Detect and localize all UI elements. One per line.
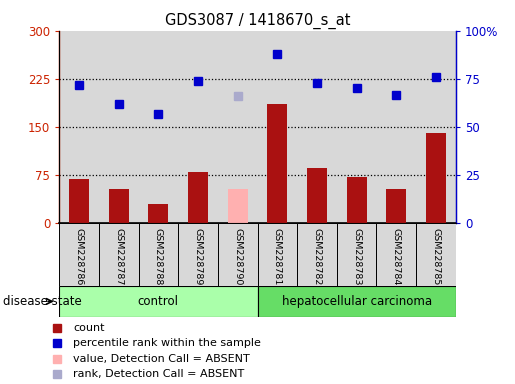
Bar xyxy=(178,31,218,223)
Bar xyxy=(178,223,218,286)
Bar xyxy=(218,223,258,286)
Bar xyxy=(416,223,456,286)
Bar xyxy=(59,223,99,286)
Bar xyxy=(59,31,99,223)
Bar xyxy=(376,223,416,286)
Text: GSM228789: GSM228789 xyxy=(194,228,202,285)
Bar xyxy=(386,189,406,223)
Bar xyxy=(307,168,327,223)
Bar xyxy=(347,177,367,223)
Bar xyxy=(99,31,139,223)
Bar xyxy=(258,223,297,286)
Bar xyxy=(148,204,168,223)
Bar xyxy=(426,133,446,223)
Text: GSM228787: GSM228787 xyxy=(114,228,123,285)
Bar xyxy=(258,31,297,223)
Bar xyxy=(416,31,456,223)
Text: GSM228781: GSM228781 xyxy=(273,228,282,285)
Bar xyxy=(139,31,178,223)
Bar xyxy=(228,189,248,223)
Bar xyxy=(218,31,258,223)
Text: GSM228785: GSM228785 xyxy=(432,228,440,285)
Bar xyxy=(267,104,287,223)
Bar xyxy=(99,223,139,286)
Text: GSM228782: GSM228782 xyxy=(313,228,321,285)
Bar xyxy=(59,286,258,317)
Bar xyxy=(337,31,376,223)
Bar xyxy=(69,179,89,223)
Bar xyxy=(109,189,129,223)
Text: GSM228784: GSM228784 xyxy=(392,228,401,285)
Text: percentile rank within the sample: percentile rank within the sample xyxy=(73,338,261,348)
Text: rank, Detection Call = ABSENT: rank, Detection Call = ABSENT xyxy=(73,369,245,379)
Text: value, Detection Call = ABSENT: value, Detection Call = ABSENT xyxy=(73,354,250,364)
Bar xyxy=(337,223,376,286)
Text: hepatocellular carcinoma: hepatocellular carcinoma xyxy=(282,295,432,308)
Bar xyxy=(297,223,337,286)
Title: GDS3087 / 1418670_s_at: GDS3087 / 1418670_s_at xyxy=(165,13,350,29)
Bar xyxy=(188,172,208,223)
Bar xyxy=(376,31,416,223)
Text: GSM228783: GSM228783 xyxy=(352,228,361,285)
Text: disease state: disease state xyxy=(3,295,81,308)
Text: GSM228788: GSM228788 xyxy=(154,228,163,285)
Text: count: count xyxy=(73,323,105,333)
Text: GSM228786: GSM228786 xyxy=(75,228,83,285)
Bar xyxy=(297,31,337,223)
Bar xyxy=(139,223,178,286)
Text: GSM228790: GSM228790 xyxy=(233,228,242,285)
Text: control: control xyxy=(138,295,179,308)
Bar xyxy=(258,286,456,317)
